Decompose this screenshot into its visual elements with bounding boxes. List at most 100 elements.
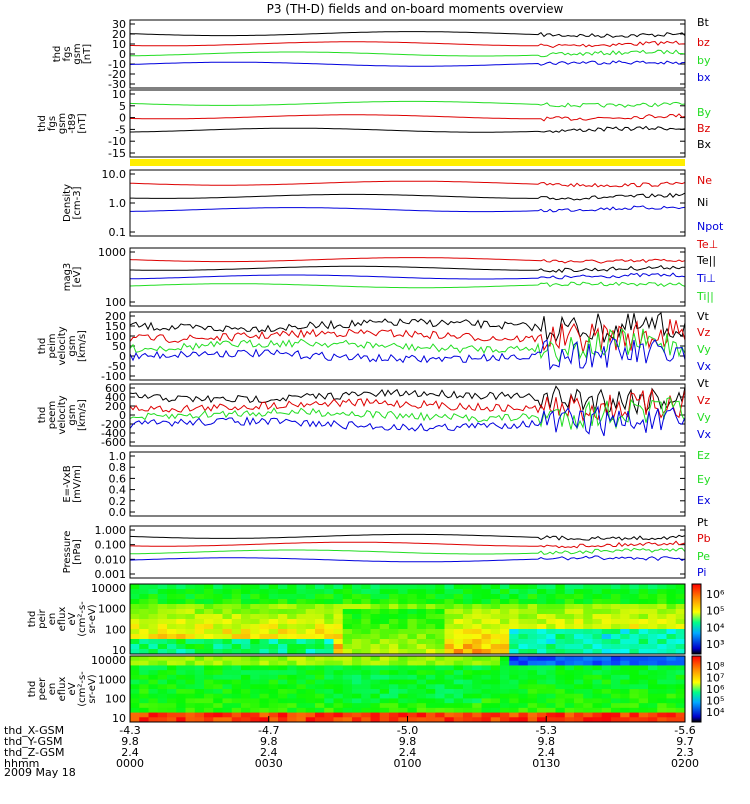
heatmap-cell — [268, 614, 279, 620]
heatmap-cell — [194, 614, 205, 620]
heatmap-cell — [444, 665, 455, 671]
heatmap-cell — [638, 693, 649, 699]
heatmap-cell — [379, 717, 390, 723]
heatmap-cell — [583, 584, 593, 590]
heatmap-cell — [407, 644, 418, 650]
heatmap-cell — [268, 649, 279, 655]
heatmap-cell — [157, 599, 168, 605]
heatmap-cell — [481, 712, 492, 718]
heatmap-cell — [509, 649, 519, 655]
colorbar-tick-label: 10³ — [706, 638, 724, 651]
y-tick-label: 100 — [105, 693, 126, 706]
heatmap-cell — [444, 670, 455, 676]
heatmap-cell — [241, 639, 251, 645]
heatmap-cell — [130, 649, 140, 655]
heatmap-cell — [278, 649, 288, 655]
heatmap-cell — [342, 604, 353, 610]
heatmap-cell — [444, 594, 455, 600]
x-tick-label: 0200 — [671, 757, 699, 770]
heatmap-cell — [555, 624, 566, 630]
heatmap-cell — [555, 634, 566, 640]
heatmap-cell — [444, 589, 455, 595]
heatmap-cell — [324, 684, 334, 690]
heatmap-cell — [185, 693, 196, 699]
heatmap-cell — [453, 644, 464, 650]
heatmap-cell — [564, 589, 575, 595]
heatmap-cell — [259, 589, 270, 595]
heatmap-cell — [416, 629, 427, 635]
heatmap-cell — [546, 689, 556, 695]
heatmap-cell — [416, 712, 427, 718]
heatmap-cell — [564, 674, 575, 681]
heatmap-cell — [278, 604, 288, 610]
heatmap-cell — [490, 644, 501, 650]
heatmap-cell — [259, 644, 270, 650]
heatmap-cell — [463, 599, 473, 605]
heatmap-cell — [352, 717, 362, 723]
heatmap-cell — [481, 660, 492, 666]
heatmap-cell — [287, 599, 297, 605]
heatmap-cell — [500, 589, 510, 595]
heatmap-cell — [574, 639, 584, 645]
heatmap-cell — [583, 639, 593, 645]
heatmap-cell — [657, 614, 667, 620]
heatmap-cell — [527, 689, 538, 695]
y-axis-label: peer — [37, 677, 48, 701]
heatmap-cell — [176, 649, 186, 655]
series-line-Vt — [129, 385, 686, 416]
heatmap-cell — [648, 619, 658, 625]
heatmap-cell — [518, 614, 529, 620]
heatmap-cell — [592, 584, 603, 590]
heatmap-cell — [555, 644, 566, 650]
heatmap-cell — [583, 689, 593, 695]
heatmap-cell — [342, 629, 353, 635]
heatmap-cell — [167, 665, 177, 671]
heatmap-cell — [352, 599, 362, 605]
heatmap-cell — [648, 629, 658, 635]
heatmap-cell — [241, 594, 251, 600]
heatmap-cell — [379, 644, 390, 650]
x-axis-row-label: hhmm — [4, 757, 39, 770]
heatmap-cell — [629, 624, 640, 630]
heatmap-cell — [666, 634, 677, 640]
heatmap-cell — [500, 670, 510, 676]
heatmap-cell — [472, 679, 482, 685]
heatmap-cell — [296, 599, 307, 605]
heatmap-cell — [222, 624, 233, 630]
heatmap-cell — [315, 639, 325, 645]
heatmap-cell — [157, 660, 168, 666]
heatmap-cell — [379, 594, 390, 600]
heatmap-cell — [130, 599, 140, 605]
heatmap-cell — [675, 634, 686, 640]
heatmap-cell — [305, 689, 316, 695]
panel-frame — [129, 383, 686, 447]
heatmap-cell — [666, 594, 677, 600]
heatmap-cell — [315, 634, 325, 640]
heatmap-cell — [583, 717, 593, 723]
heatmap-cell — [231, 703, 242, 709]
heatmap-cell — [333, 665, 344, 671]
heatmap-cell — [315, 656, 325, 662]
heatmap-cell — [416, 689, 427, 695]
heatmap-cell — [481, 674, 492, 681]
heatmap-cell — [352, 624, 362, 630]
heatmap-cell — [657, 609, 667, 615]
heatmap-cell — [648, 665, 658, 671]
heatmap-cell — [481, 624, 492, 630]
heatmap-cell — [176, 707, 186, 714]
heatmap-cell — [213, 660, 223, 666]
heatmap-cell — [537, 689, 547, 695]
heatmap-cell — [250, 660, 260, 666]
heatmap-cell — [407, 693, 418, 699]
heatmap-cell — [509, 589, 519, 595]
heatmap-cell — [592, 604, 603, 610]
heatmap-cell — [472, 693, 482, 699]
heatmap-cell — [342, 674, 353, 681]
heatmap-cell — [675, 594, 686, 600]
heatmap-cell — [435, 707, 445, 714]
heatmap-cell — [500, 594, 510, 600]
heatmap-cell — [361, 670, 371, 676]
heatmap-cell — [509, 584, 519, 590]
heatmap-cell — [407, 712, 418, 718]
heatmap-cell — [453, 679, 464, 685]
